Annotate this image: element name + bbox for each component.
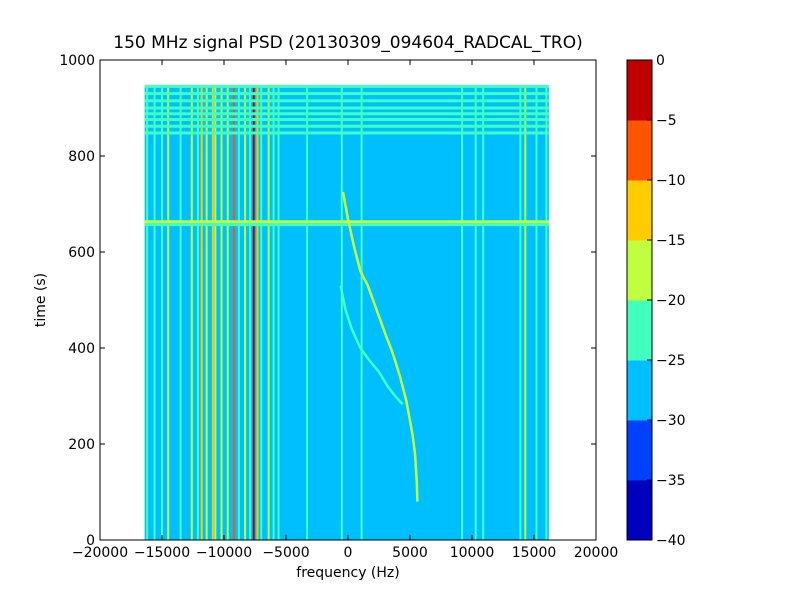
x-axis: −20000 −15000 −10000 −5000 0 5000 10000 15000 20… [72,60,618,561]
vertical-band [256,86,259,540]
x-tick-label: 10000 [450,545,495,561]
vertical-band [214,86,217,540]
colorbar-tick-label: −20 [656,293,686,309]
colorbar-segment [627,480,652,541]
x-axis-label: frequency (Hz) [296,565,399,581]
colorbar-segment [627,120,652,181]
horizontal-band [144,223,549,227]
vertical-band [474,86,477,540]
vertical-band [232,86,235,540]
colorbar-tick-label: −40 [656,533,686,549]
vertical-band [260,86,263,540]
colorbar-segment [627,60,652,121]
vertical-band [179,86,182,540]
doppler-track [341,191,419,502]
horizontal-band [144,124,549,128]
x-tick-label: −20000 [72,545,128,561]
vertical-band [226,86,229,540]
vertical-band [267,86,270,540]
vertical-band [482,86,485,540]
vertical-band [306,86,309,540]
colorbar-tick-label: −35 [656,473,686,489]
colorbar-tick-label: 0 [656,53,665,69]
colorbar-tick-label: −10 [656,173,686,189]
y-axis: 0 200 400 600 800 1000 [59,53,596,549]
colorbar-segment [627,240,652,301]
colorbar-tick-label: −15 [656,233,686,249]
vertical-band [237,86,240,540]
y-tick-label: 600 [68,245,95,261]
vertical-band [244,86,247,540]
horizontal-band [144,131,549,135]
vertical-band [360,86,363,540]
vertical-band [153,86,156,540]
vertical-band [340,86,343,540]
colorbar-segment [627,180,652,241]
y-axis-label: time (s) [33,273,49,327]
vertical-band [190,86,193,540]
vertical-band [161,86,163,540]
x-tick-label: −5000 [262,545,309,561]
colorbar-segment [627,300,652,361]
x-tick-label: 5000 [392,545,428,561]
horizontal-band [144,84,549,88]
colorbar-tick-label: −30 [656,413,686,429]
vertical-band [277,86,280,540]
y-tick-label: 1000 [59,53,95,69]
vertical-band [167,86,170,540]
y-tick-label: 400 [68,341,95,357]
vertical-band [220,86,223,540]
doppler-track [339,285,404,406]
horizontal-band [144,112,549,116]
vertical-band [524,86,527,540]
vertical-band [519,86,522,540]
horizontal-band [144,118,549,122]
y-tick-label: 800 [68,149,95,165]
heatmap-area [144,84,549,540]
x-tick-label: 20000 [574,545,619,561]
vertical-band [205,86,208,540]
y-tick-label: 200 [68,437,95,453]
x-tick-label: 0 [344,545,353,561]
heatmap-layer [144,84,549,540]
colorbar-tick-label: −5 [656,113,677,129]
colorbar-segment [627,360,652,421]
vertical-band [196,86,199,540]
x-tick-label: −10000 [196,545,252,561]
chart-title: 150 MHz signal PSD (20130309_094604_RADC… [113,33,582,53]
vertical-band [545,86,548,540]
x-tick-label: −15000 [134,545,190,561]
vertical-band [252,86,255,540]
horizontal-band [144,92,549,96]
vertical-band [272,86,275,540]
vertical-band [200,86,203,540]
horizontal-band [144,99,549,103]
y-tick-label: 0 [86,533,95,549]
vertical-band [146,86,149,540]
colorbar-segment [627,420,652,481]
curve-layer [339,191,419,502]
horizontal-band [144,220,549,224]
colorbar: −40 −35 −30 −25 −20 −15 −10 −5 0 [626,53,686,549]
horizontal-band [144,106,549,110]
colorbar-tick-label: −25 [656,353,686,369]
vertical-band [211,86,214,540]
x-tick-label: 15000 [512,545,557,561]
vertical-band [535,86,538,540]
vertical-band [461,86,464,540]
vertical-band [249,86,252,540]
